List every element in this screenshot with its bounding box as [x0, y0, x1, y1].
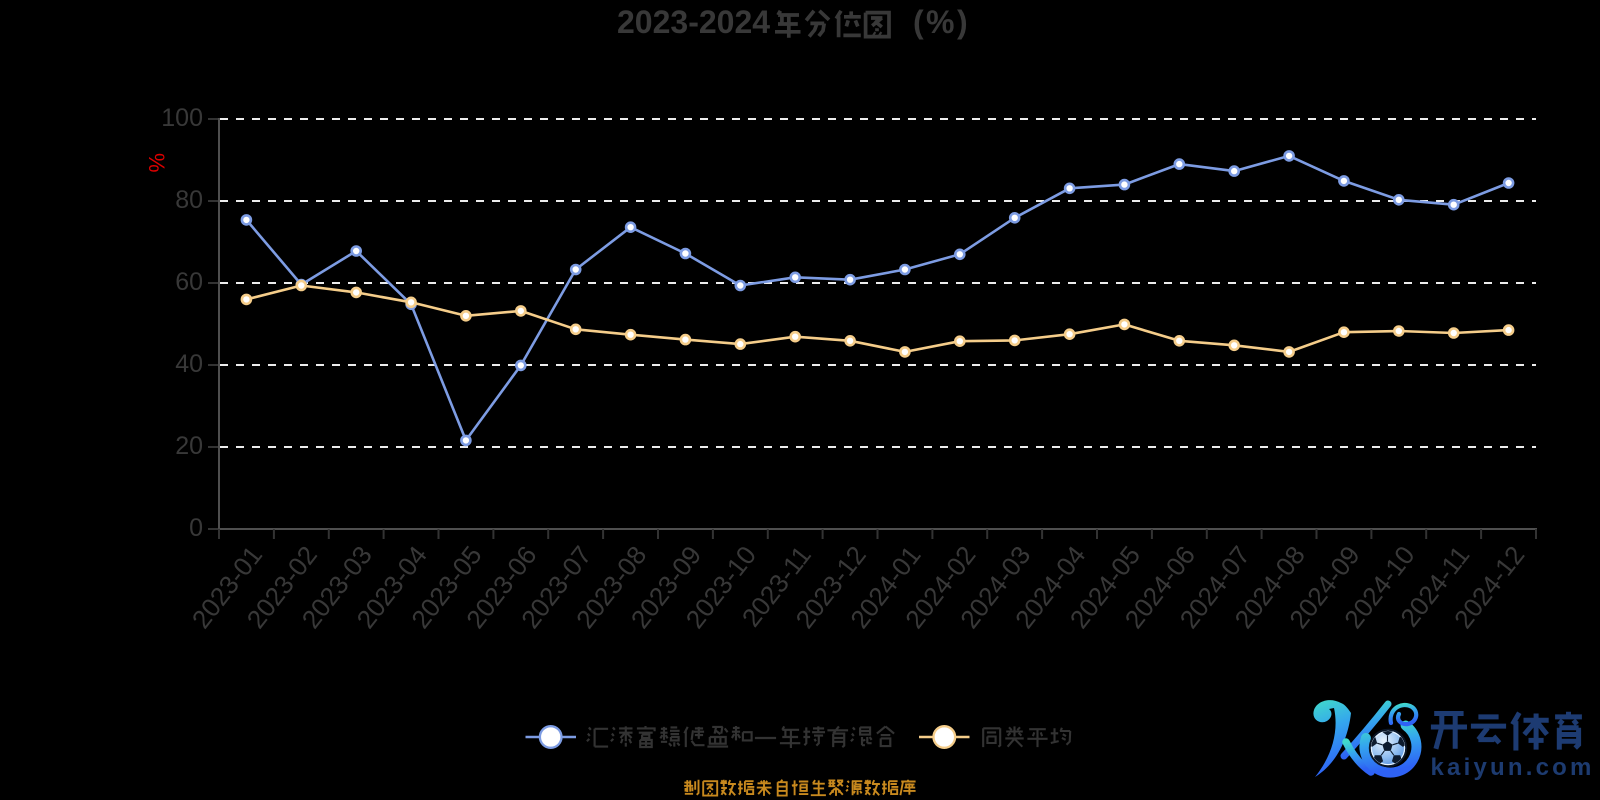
- svg-text:%: %: [926, 4, 954, 40]
- svg-text:100: 100: [161, 104, 203, 132]
- svg-text:80: 80: [175, 186, 203, 214]
- svg-text:20: 20: [175, 432, 203, 460]
- svg-text:2023-2024: 2023-2024: [617, 4, 770, 40]
- svg-text:(: (: [913, 4, 924, 40]
- svg-text:kaiyun.com: kaiyun.com: [1431, 754, 1595, 781]
- svg-text:40: 40: [175, 350, 203, 378]
- svg-text:0: 0: [189, 514, 203, 542]
- svg-text:60: 60: [175, 268, 203, 296]
- svg-text:%: %: [144, 153, 169, 173]
- svg-text:): ): [957, 4, 968, 40]
